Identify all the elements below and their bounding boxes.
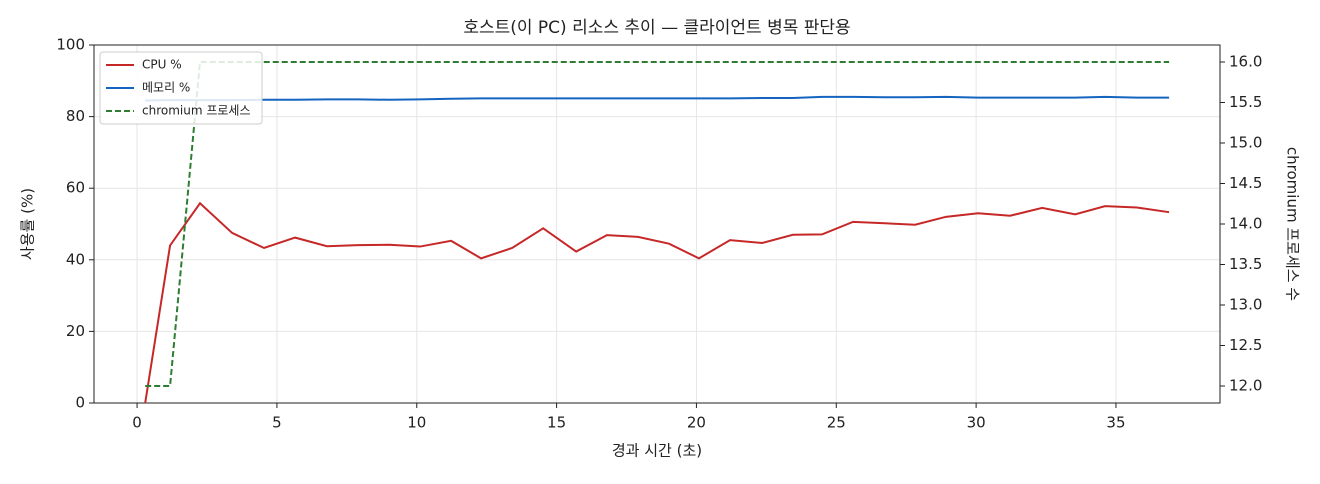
y2-tick-label: 14.5: [1229, 174, 1262, 192]
y2-tick-label: 13.5: [1229, 255, 1262, 273]
legend-label: CPU %: [142, 58, 182, 72]
legend-box: [99, 51, 263, 125]
x-tick-label: 35: [1106, 414, 1125, 432]
y2-tick-label: 12.5: [1229, 336, 1262, 354]
series-line: [145, 95, 1170, 102]
y2-tick-label: 15.0: [1229, 134, 1262, 152]
y2-tick-label: 16.0: [1229, 53, 1262, 71]
y-tick-label: 80: [66, 107, 85, 125]
y2-tick-label: 13.0: [1229, 295, 1262, 313]
x-axis-label: 경과 시간 (초): [612, 442, 702, 460]
chart-title: 호스트(이 PC) 리소스 추이 — 클라이언트 병목 판단용: [463, 18, 850, 38]
y2-axis-label: chromium 프로세스 수: [1284, 147, 1302, 301]
y-tick-label: 60: [66, 179, 85, 197]
x-tick-label: 0: [132, 414, 142, 432]
x-tick-label: 10: [407, 414, 426, 432]
y2-tick-label: 12.0: [1229, 376, 1262, 394]
series-line: [144, 201, 1170, 404]
x-tick-label: 15: [547, 414, 566, 432]
x-tick-label: 5: [272, 414, 282, 432]
y2-tick-label: 14.0: [1229, 215, 1262, 233]
x-tick-label: 25: [827, 414, 846, 432]
y-tick-label: 100: [56, 36, 85, 54]
y-axis-label: 사용률 (%): [19, 188, 37, 260]
legend-label: chromium 프로세스: [142, 104, 251, 118]
x-tick-label: 20: [687, 414, 706, 432]
y-tick-label: 20: [66, 322, 85, 340]
legend-label: 메모리 %: [142, 81, 190, 95]
x-tick-label: 30: [967, 414, 986, 432]
series-line: [145, 61, 1170, 387]
legend: CPU % 메모리 % chromium 프로세스: [99, 51, 263, 125]
y2-tick-label: 15.5: [1229, 93, 1262, 111]
y-tick-label: 40: [66, 250, 85, 268]
plot-frame: [93, 44, 1221, 404]
y-tick-label: 0: [75, 394, 85, 412]
